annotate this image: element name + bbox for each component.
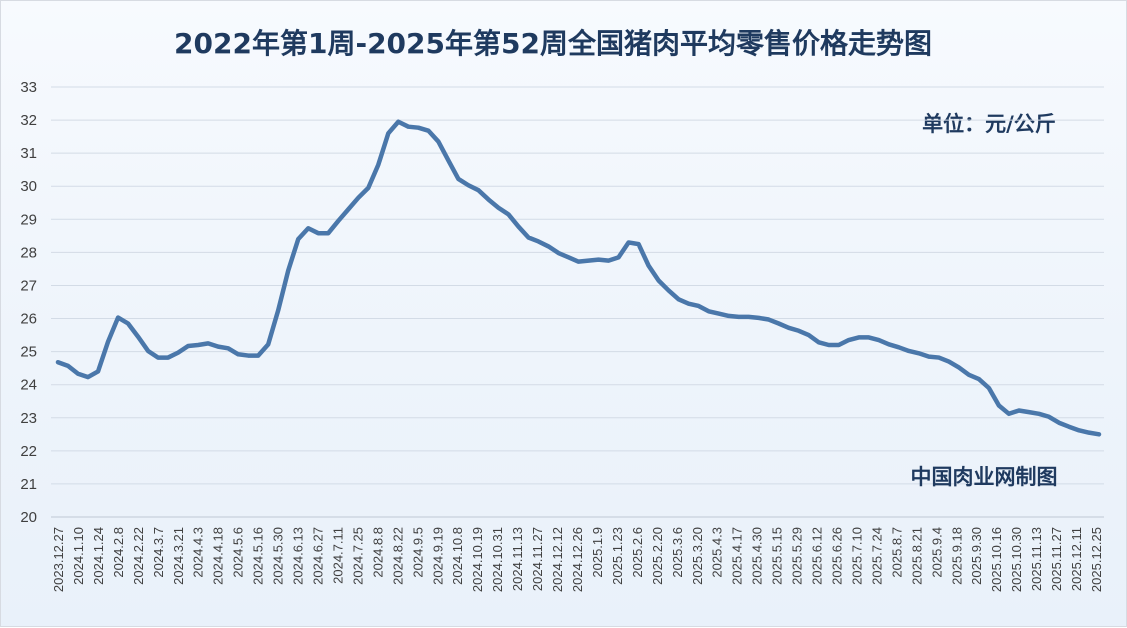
x-tick-label: 2024.3.7 <box>151 527 166 578</box>
x-tick-label: 2025.3.20 <box>690 527 705 585</box>
y-tick-label: 24 <box>20 377 37 394</box>
x-tick-label: 2025.2.20 <box>650 527 665 585</box>
series-line-0 <box>55 119 1102 437</box>
x-tick-label: 2024.3.21 <box>171 527 186 585</box>
gridlines <box>51 86 1104 518</box>
x-tick-label: 2024.6.27 <box>311 527 326 585</box>
chart-title: 2022年第1周-2025年第52周全国猪肉平均零售价格走势图 <box>174 27 932 60</box>
x-tick-label: 2025.12.25 <box>1089 527 1104 592</box>
x-tick-label: 2024.11.13 <box>510 527 525 591</box>
y-tick-label: 29 <box>20 211 37 228</box>
y-tick-label: 31 <box>20 145 37 162</box>
x-tick-label: 2024.10.31 <box>490 527 505 592</box>
x-tick-label: 2024.1.10 <box>71 527 86 585</box>
x-tick-label: 2024.1.24 <box>91 527 106 585</box>
x-tick-label: 2024.8.8 <box>370 527 385 578</box>
x-tick-label: 2024.11.27 <box>530 527 545 591</box>
x-tick-label: 2025.4.17 <box>730 527 745 585</box>
x-tick-label: 2024.7.25 <box>350 527 365 585</box>
x-tick-label: 2025.9.30 <box>969 527 984 585</box>
x-tick-label: 2024.5.16 <box>251 527 266 585</box>
x-tick-label: 2024.4.3 <box>191 527 206 578</box>
x-tick-label: 2024.4.18 <box>211 527 226 585</box>
y-tick-label: 30 <box>20 178 37 195</box>
y-tick-label: 25 <box>20 344 37 361</box>
y-tick-label: 26 <box>20 311 37 328</box>
y-tick-label: 33 <box>20 79 37 96</box>
y-tick-label: 21 <box>20 476 37 493</box>
x-tick-label: 2025.6.26 <box>830 527 845 585</box>
x-tick-label: 2025.4.30 <box>750 527 765 585</box>
x-tick-label: 2025.12.11 <box>1069 527 1084 591</box>
y-tick-label: 22 <box>20 443 37 460</box>
x-axis-ticks: 2023.12.27 2024.1.10 2024.1.24 2024.2.8 2024… <box>51 527 1104 592</box>
x-tick-label: 2025.5.15 <box>770 527 785 585</box>
x-tick-label: 2025.3.6 <box>670 527 685 578</box>
x-tick-label: 2025.5.29 <box>790 527 805 585</box>
x-tick-label: 2024.5.6 <box>231 527 246 578</box>
unit-label: 单位：元/公斤 <box>922 112 1056 136</box>
x-tick-label: 2025.10.16 <box>989 527 1004 592</box>
x-tick-label: 2025.2.6 <box>630 527 645 578</box>
x-tick-label: 2024.9.19 <box>430 527 445 585</box>
x-tick-label: 2025.9.4 <box>929 527 944 578</box>
x-tick-label: 2025.9.18 <box>949 527 964 585</box>
y-tick-label: 28 <box>20 244 37 261</box>
x-tick-label: 2025.8.21 <box>909 527 924 585</box>
x-tick-label: 2025.8.7 <box>889 527 904 578</box>
x-tick-label: 2024.10.8 <box>450 527 465 585</box>
x-tick-label: 2025.11.13 <box>1029 527 1044 591</box>
x-tick-label: 2025.11.27 <box>1049 527 1064 591</box>
y-tick-label: 32 <box>20 112 37 129</box>
x-tick-label: 2025.6.12 <box>810 527 825 585</box>
x-tick-label: 2025.1.9 <box>590 527 605 578</box>
x-tick-label: 2025.1.23 <box>610 527 625 585</box>
x-tick-label: 2024.6.13 <box>291 527 306 585</box>
source-label: 中国肉业网制图 <box>911 465 1058 489</box>
y-tick-label: 20 <box>20 509 37 526</box>
x-tick-label: 2024.5.30 <box>271 527 286 585</box>
x-tick-label: 2023.12.27 <box>51 527 66 592</box>
x-tick-label: 2025.7.10 <box>849 527 864 585</box>
x-tick-label: 2025.7.24 <box>869 527 884 585</box>
y-tick-label: 23 <box>20 410 37 427</box>
x-tick-label: 2024.9.5 <box>410 527 425 578</box>
y-axis-ticks: 20 21 22 23 24 25 26 27 28 29 30 31 32 33 <box>20 79 37 526</box>
x-tick-label: 2024.2.8 <box>111 527 126 578</box>
x-tick-label: 2025.4.3 <box>710 527 725 578</box>
x-tick-label: 2024.2.22 <box>131 527 146 585</box>
x-tick-label: 2024.12.26 <box>570 527 585 592</box>
y-tick-label: 27 <box>20 277 37 294</box>
x-tick-label: 2024.12.12 <box>550 527 565 592</box>
x-tick-label: 2024.8.22 <box>390 527 405 585</box>
x-tick-label: 2024.7.11 <box>330 527 345 584</box>
x-tick-label: 2024.10.19 <box>470 527 485 592</box>
x-tick-label: 2025.10.30 <box>1009 527 1024 592</box>
series-layer <box>55 119 1102 437</box>
